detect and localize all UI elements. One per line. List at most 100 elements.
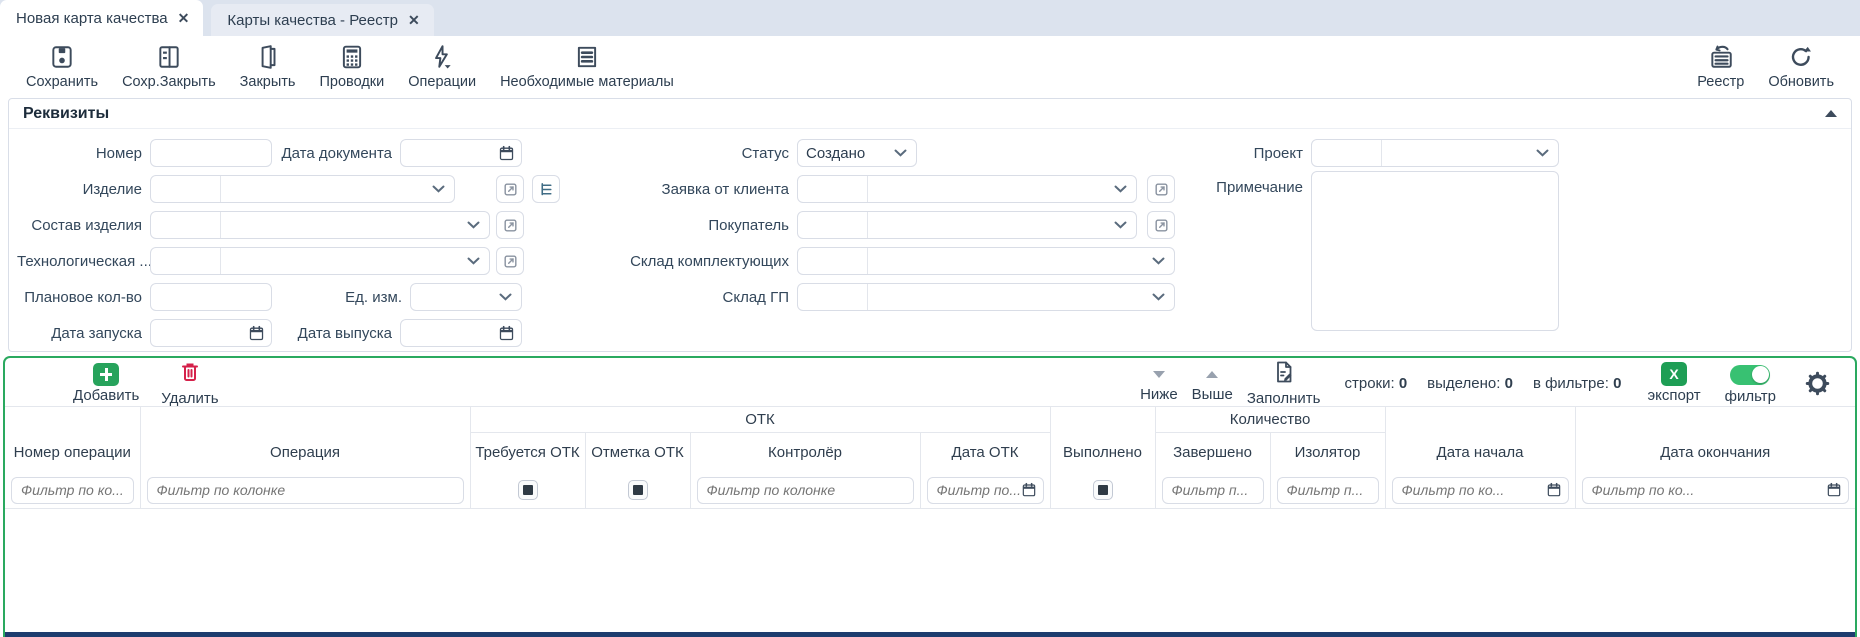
launch-date-field[interactable] <box>150 319 272 347</box>
col-otk-date[interactable]: Дата ОТК <box>919 432 1051 473</box>
release-date-field[interactable] <box>400 319 522 347</box>
buyer-open-button[interactable] <box>1147 211 1175 239</box>
unit-select[interactable] <box>410 283 522 311</box>
close-button[interactable]: Закрыть <box>228 41 308 91</box>
col-start-date[interactable]: Дата начала <box>1384 432 1576 473</box>
chevron-down-icon[interactable] <box>1152 293 1165 301</box>
doc-date-field[interactable] <box>400 139 522 167</box>
export-excel-button[interactable]: X экспорт <box>1647 362 1701 404</box>
status-select[interactable]: Создано <box>797 139 917 167</box>
filter-otk-date-input[interactable] <box>929 482 1021 499</box>
close-icon[interactable]: ✕ <box>177 10 190 26</box>
composition-code-segment[interactable] <box>151 212 221 238</box>
filter-toggle[interactable]: фильтр <box>1725 362 1776 405</box>
col-otk-required[interactable]: Требуется ОТК <box>469 432 585 473</box>
refresh-button[interactable]: Обновить <box>1756 41 1846 91</box>
col-end-date[interactable]: Дата окончания <box>1574 432 1855 473</box>
col-completed[interactable]: Завершено <box>1154 432 1271 473</box>
planned-qty-input[interactable] <box>150 283 272 311</box>
col-op-number[interactable]: Номер операции <box>13 444 131 461</box>
tab-quality-cards-registry[interactable]: Карты качества - Реестр ✕ <box>211 4 434 36</box>
release-date-input[interactable] <box>409 325 498 341</box>
chevron-down-icon[interactable] <box>894 149 907 157</box>
delete-row-label: Удалить <box>161 389 219 407</box>
save-close-button[interactable]: Сохр.Закрыть <box>110 41 228 91</box>
chevron-down-icon[interactable] <box>499 293 512 301</box>
col-isolator[interactable]: Изолятор <box>1269 432 1386 473</box>
chevron-down-icon[interactable] <box>1152 257 1165 265</box>
required-materials-button[interactable]: Необходимые материалы <box>488 41 686 91</box>
save-button[interactable]: Сохранить <box>14 41 110 91</box>
tab-new-quality-card[interactable]: Новая карта качества ✕ <box>0 0 204 36</box>
filter-isolator-input[interactable] <box>1279 482 1372 499</box>
chevron-down-icon[interactable] <box>467 221 480 229</box>
calendar-icon[interactable] <box>1826 482 1842 498</box>
note-textarea[interactable] <box>1311 171 1559 331</box>
filter-start-date-input[interactable] <box>1394 482 1546 499</box>
move-lower-button[interactable]: Ниже <box>1140 363 1178 403</box>
fill-button[interactable]: Заполнить <box>1247 360 1320 407</box>
postings-button[interactable]: Проводки <box>308 41 397 91</box>
product-composition-combo[interactable] <box>150 211 490 239</box>
filter-op-number-input[interactable] <box>14 482 127 499</box>
close-icon[interactable]: ✕ <box>407 12 420 28</box>
registry-button[interactable]: Реестр <box>1685 41 1756 91</box>
toggle-on-icon[interactable] <box>1730 364 1771 385</box>
col-controller[interactable]: Контролёр <box>689 432 920 473</box>
product-combo[interactable] <box>150 175 455 203</box>
form-row-status: Статус Создано <box>601 135 1175 171</box>
chevron-down-icon[interactable] <box>1114 221 1127 229</box>
calendar-icon[interactable] <box>498 145 515 162</box>
calendar-icon[interactable] <box>1546 482 1562 498</box>
product-tree-button[interactable] <box>532 175 560 203</box>
number-input[interactable] <box>150 139 272 167</box>
horizontal-scrollbar[interactable] <box>5 632 1855 637</box>
product-composition-open-button[interactable] <box>496 211 524 239</box>
col-otk-mark[interactable]: Отметка ОТК <box>584 432 690 473</box>
table-body-empty[interactable] <box>5 509 1855 629</box>
delete-row-button[interactable]: Удалить <box>161 360 219 407</box>
operations-button[interactable]: Операции <box>396 41 488 91</box>
tech-map-open-button[interactable] <box>496 247 524 275</box>
buyer-label: Покупатель <box>708 216 789 234</box>
components-warehouse-combo[interactable] <box>797 247 1175 275</box>
fg-warehouse-code-segment[interactable] <box>798 284 868 310</box>
project-code-segment[interactable] <box>1312 140 1382 166</box>
calendar-icon[interactable] <box>248 325 265 342</box>
client-request-code-segment[interactable] <box>798 176 868 202</box>
calendar-icon[interactable] <box>498 325 515 342</box>
doc-date-input[interactable] <box>409 145 498 161</box>
product-code-segment[interactable] <box>151 176 221 202</box>
launch-date-input[interactable] <box>159 325 248 341</box>
calendar-icon[interactable] <box>1021 482 1037 498</box>
done-checkbox[interactable] <box>1092 480 1113 501</box>
tech-map-combo[interactable] <box>150 247 490 275</box>
filter-completed-input[interactable] <box>1164 482 1257 499</box>
client-request-combo[interactable] <box>797 175 1137 203</box>
buyer-combo[interactable] <box>797 211 1137 239</box>
filter-operation-input[interactable] <box>149 482 457 499</box>
door-icon <box>255 42 281 72</box>
fg-warehouse-combo[interactable] <box>797 283 1175 311</box>
components-warehouse-code-segment[interactable] <box>798 248 868 274</box>
buyer-code-segment[interactable] <box>798 212 868 238</box>
filter-controller-input[interactable] <box>699 482 907 499</box>
client-request-open-button[interactable] <box>1147 175 1175 203</box>
grid-settings-button[interactable] <box>1804 370 1831 397</box>
otk-mark-checkbox[interactable] <box>627 480 648 501</box>
chevron-down-icon[interactable] <box>1114 185 1127 193</box>
add-row-button[interactable]: Добавить <box>73 362 139 404</box>
otk-required-checkbox[interactable] <box>517 480 538 501</box>
collapse-chevron-up-icon[interactable] <box>1825 110 1837 117</box>
col-operation[interactable]: Операция <box>139 432 470 473</box>
filter-completed-cell <box>1154 472 1271 509</box>
filter-end-date-input[interactable] <box>1584 482 1826 499</box>
chevron-down-icon[interactable] <box>467 257 480 265</box>
project-combo[interactable] <box>1311 139 1559 167</box>
chevron-down-icon[interactable] <box>1536 149 1549 157</box>
move-higher-button[interactable]: Выше <box>1192 363 1233 403</box>
col-done[interactable]: Выполнено <box>1049 432 1156 473</box>
tech-map-code-segment[interactable] <box>151 248 221 274</box>
product-open-button[interactable] <box>496 175 524 203</box>
chevron-down-icon[interactable] <box>432 185 445 193</box>
